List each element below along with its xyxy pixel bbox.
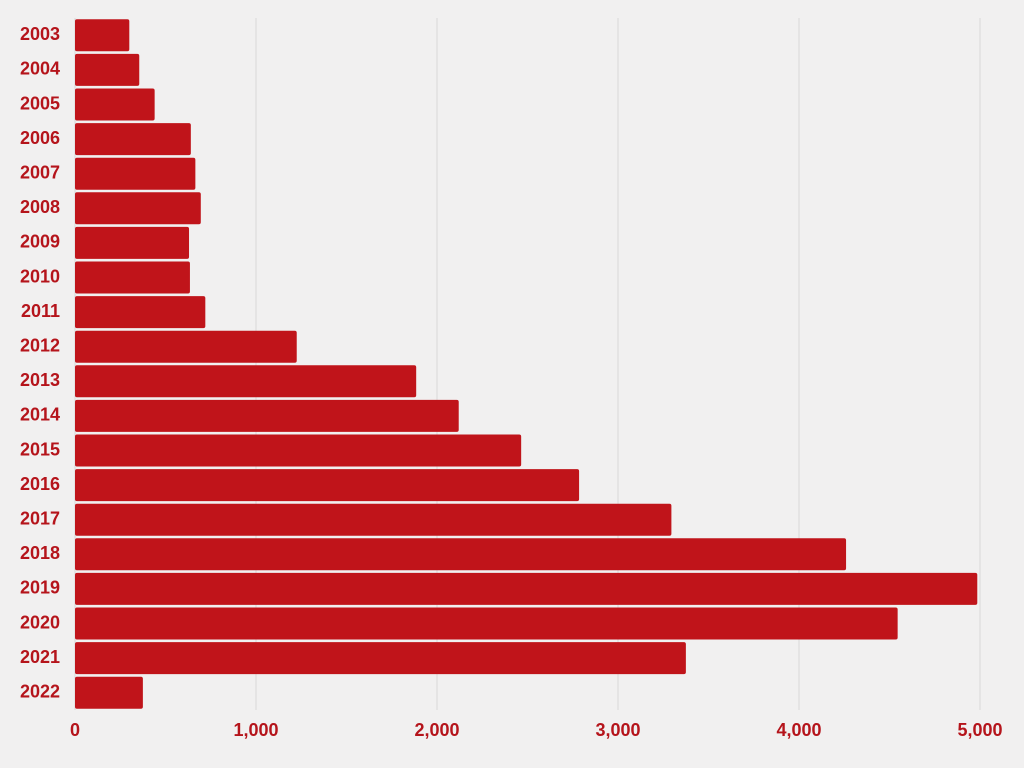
x-tick-label: 1,000 (233, 720, 278, 740)
x-tick-label: 5,000 (957, 720, 1002, 740)
y-tick-label: 2021 (20, 647, 60, 667)
x-tick-label: 4,000 (776, 720, 821, 740)
bar (75, 330, 297, 363)
y-tick-label: 2017 (20, 508, 60, 528)
y-tick-label: 2009 (20, 232, 60, 252)
bar (75, 365, 417, 398)
bar (75, 261, 190, 294)
bar (75, 296, 206, 329)
bar (75, 88, 155, 121)
bar (75, 157, 196, 190)
y-tick-label: 2022 (20, 681, 60, 701)
y-tick-label: 2016 (20, 474, 60, 494)
bar (75, 607, 898, 640)
y-tick-label: 2007 (20, 162, 60, 182)
y-tick-label: 2003 (20, 24, 60, 44)
y-tick-label: 2014 (20, 405, 60, 425)
bar (75, 572, 978, 605)
y-tick-label: 2010 (20, 266, 60, 286)
y-tick-label: 2004 (20, 59, 60, 79)
y-tick-label: 2019 (20, 578, 60, 598)
bar (75, 53, 140, 86)
bar (75, 434, 522, 467)
bar (75, 19, 130, 52)
bar (75, 503, 672, 536)
bar (75, 226, 190, 259)
y-tick-label: 2018 (20, 543, 60, 563)
bar (75, 123, 191, 156)
bar (75, 676, 143, 709)
bar (75, 642, 686, 675)
y-tick-label: 2015 (20, 439, 60, 459)
y-tick-label: 2012 (20, 335, 60, 355)
y-tick-label: 2005 (20, 93, 60, 113)
x-tick-label: 2,000 (414, 720, 459, 740)
y-tick-label: 2006 (20, 128, 60, 148)
bar (75, 192, 201, 225)
x-tick-label: 0 (70, 720, 80, 740)
x-tick-label: 3,000 (595, 720, 640, 740)
y-tick-label: 2020 (20, 612, 60, 632)
y-tick-label: 2013 (20, 370, 60, 390)
y-tick-label: 2008 (20, 197, 60, 217)
bar (75, 399, 459, 432)
bar (75, 538, 847, 571)
y-tick-label: 2011 (21, 301, 60, 321)
bar (75, 469, 580, 502)
